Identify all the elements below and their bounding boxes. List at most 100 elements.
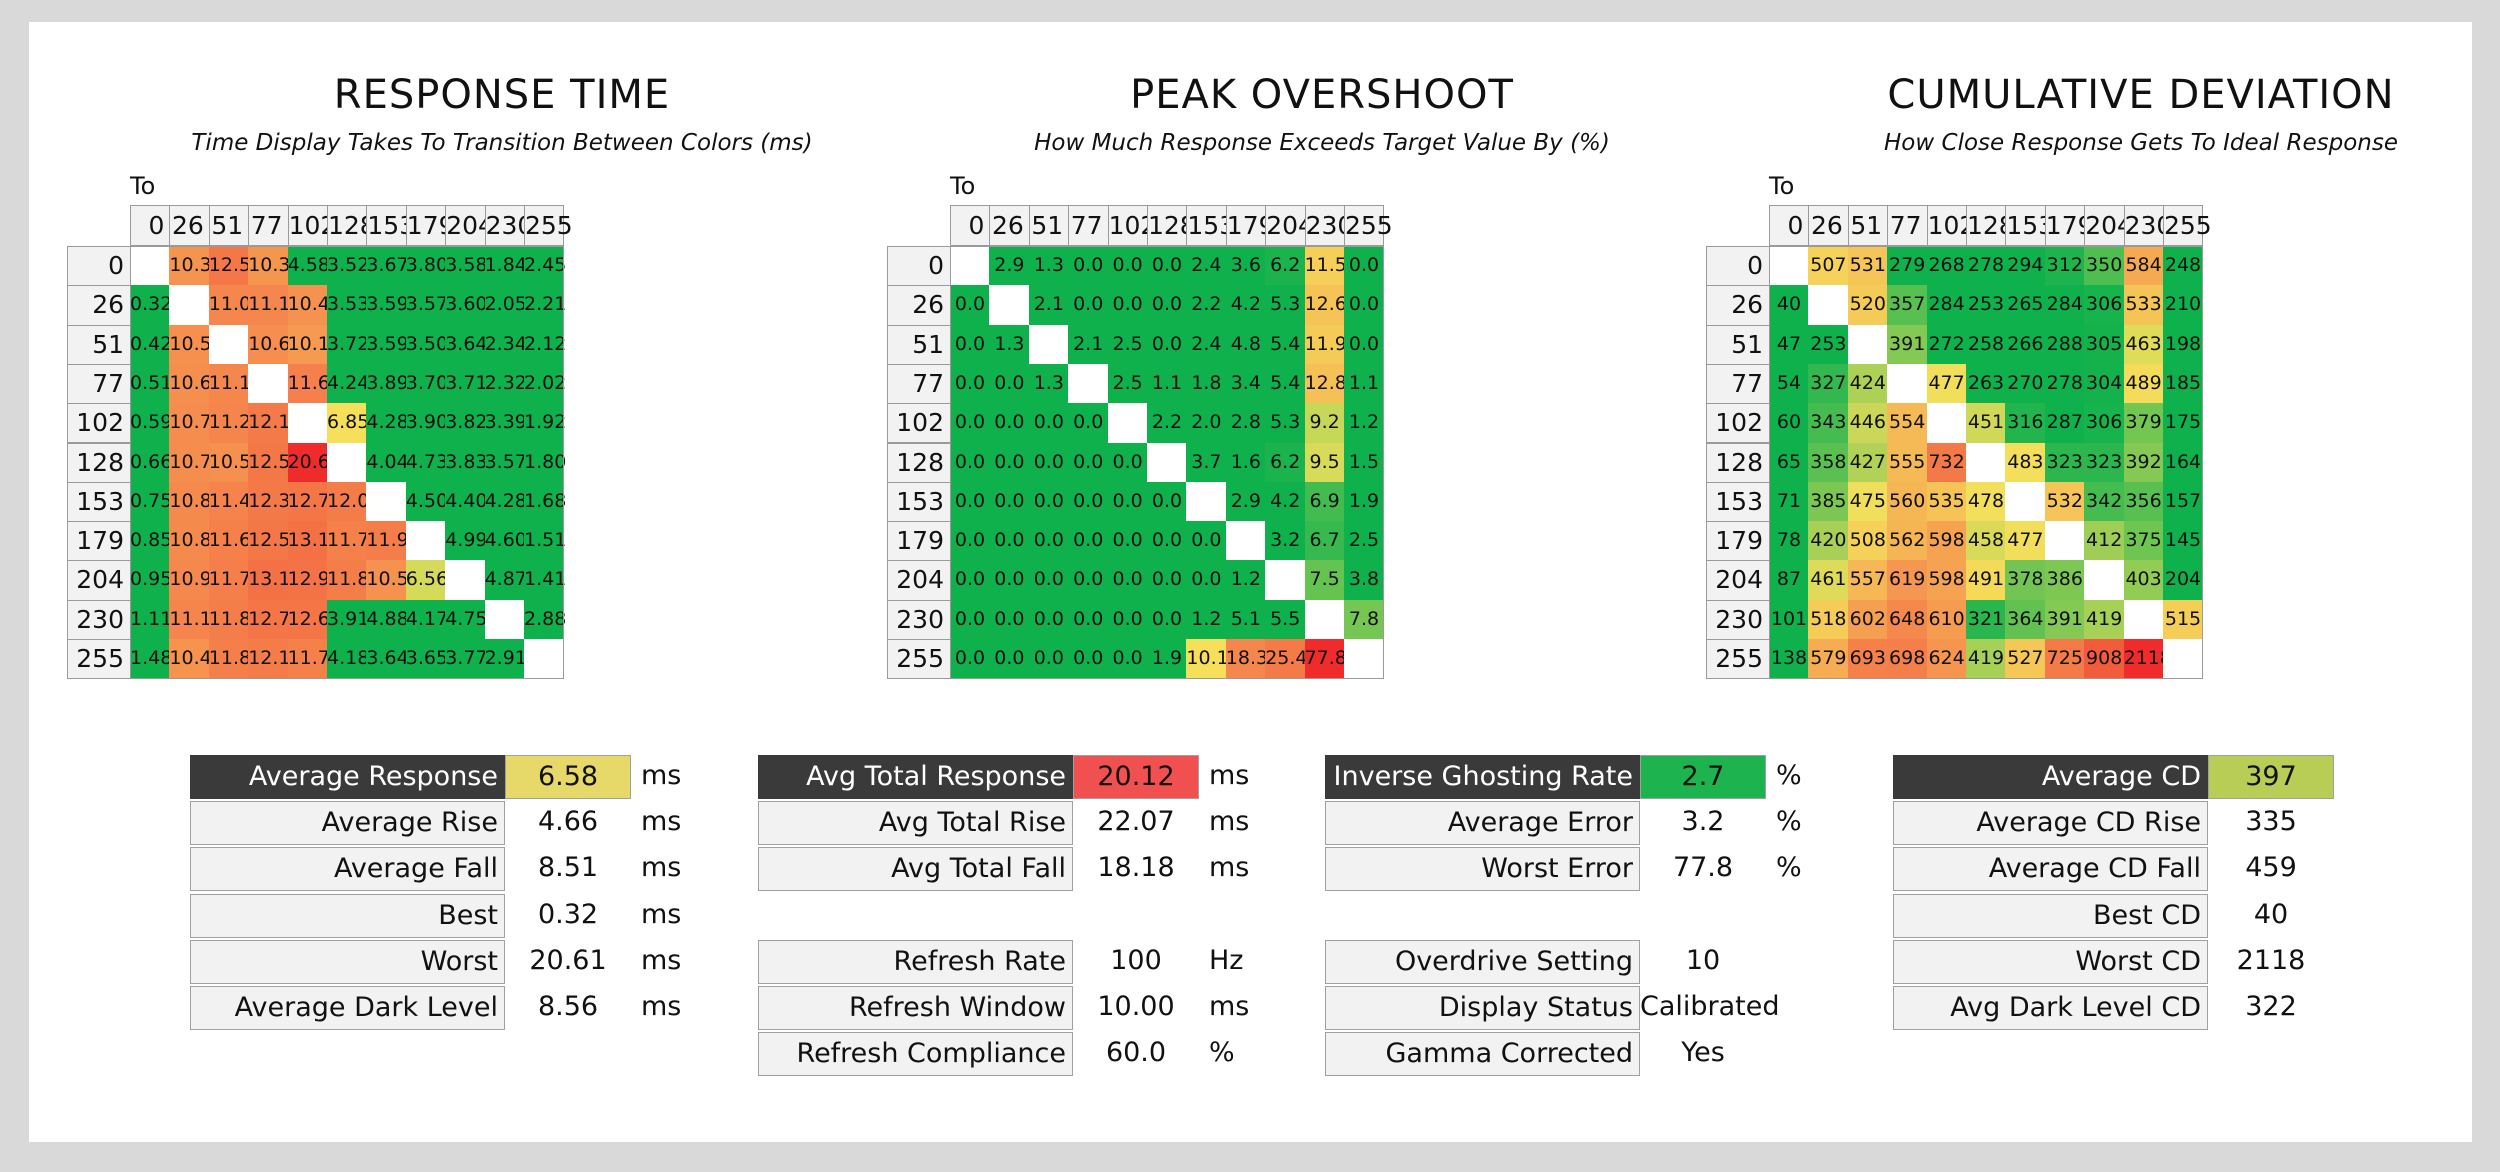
column-header: 77 [1887, 205, 1928, 246]
heatmap-cell: 11.73 [287, 639, 342, 679]
heatmap-cell: 624 [1926, 639, 1967, 679]
heatmap-cell: 0.0 [1028, 560, 1069, 601]
heatmap-cell: 1.6 [1225, 442, 1266, 483]
column-header: 128 [327, 205, 376, 246]
column-header: 128 [1147, 205, 1196, 246]
row-header: 51 [1706, 324, 1770, 365]
heatmap-cell: 265 [2005, 285, 2046, 326]
heatmap-cell [484, 599, 525, 640]
heatmap-cell: 560 [1887, 481, 1928, 522]
heatmap-cell [1107, 403, 1148, 444]
axis-label-to: To [130, 172, 156, 200]
column-header: 230 [1304, 205, 1353, 246]
column-header: 51 [1028, 205, 1070, 246]
heatmap-cell: 0.0 [989, 599, 1030, 640]
heatmap-cell [524, 639, 564, 679]
heatmap-cell: 0.0 [950, 324, 990, 365]
heatmap-cell: 3.59 [366, 324, 409, 365]
heatmap-cell: 210 [2163, 285, 2203, 326]
heatmap-cell: 0.0 [1147, 246, 1187, 286]
stat-value: 8.56 [537, 991, 599, 1022]
heatmap-cell: 3.7 [1186, 442, 1227, 483]
heatmap-cell: 10.87 [169, 521, 224, 561]
heatmap-cell [366, 481, 407, 522]
heatmap-cell: 3.91 [327, 599, 369, 640]
heatmap-cell: 10.12 [287, 324, 342, 365]
heatmap-cell: 1.1 [1344, 363, 1384, 404]
heatmap-cell: 304 [2084, 363, 2125, 404]
heatmap-cell: 379 [2123, 403, 2164, 444]
heatmap-cell: 1.48 [130, 639, 172, 679]
stat-label: Avg Dark Level CD [1893, 986, 2208, 1030]
stat-label: Avg Total Response [758, 755, 1073, 799]
heatmap-cell: 0.0 [950, 639, 990, 679]
row-header: 51 [887, 324, 951, 365]
heatmap-cell: 11.24 [208, 403, 263, 444]
heatmap-cell: 1.41 [524, 560, 566, 601]
column-header: 102 [1926, 205, 1975, 246]
heatmap-cell: 598 [1926, 521, 1967, 561]
heatmap-cell: 598 [1926, 560, 1967, 601]
stat-unit: % [1209, 1037, 1235, 1069]
heatmap-cell [989, 285, 1030, 326]
heatmap-cell: 9.5 [1304, 442, 1345, 483]
column-header: 179 [405, 205, 455, 246]
heatmap-cell: 0.0 [1028, 403, 1069, 444]
heatmap-cell: 2118 [2123, 639, 2172, 679]
column-header: 0 [130, 205, 171, 246]
row-header: 255 [67, 639, 131, 680]
row-header: 26 [887, 285, 951, 326]
heatmap-cell: 391 [1887, 324, 1928, 365]
heatmap-cell: 4.24 [327, 363, 369, 404]
heatmap-cell: 284 [2044, 285, 2085, 326]
stat-label: Worst CD [1893, 939, 2208, 984]
heatmap-cell: 0.0 [1068, 481, 1109, 522]
heatmap-cell: 535 [1926, 481, 1967, 522]
heatmap-cell: 0.0 [1107, 442, 1148, 483]
panel-subtitle: How Close Response Gets To Ideal Respons… [1884, 130, 2398, 156]
row-header: 0 [1706, 246, 1770, 287]
heatmap-cell: 3.80 [405, 246, 448, 286]
heatmap-cell: 0.59 [130, 403, 172, 444]
heatmap-cell: 284 [1926, 285, 1967, 326]
heatmap-cell: 78 [1769, 521, 1809, 561]
heatmap-cell: 0.51 [130, 363, 172, 404]
heatmap-cell: 461 [1808, 560, 1849, 601]
heatmap-cell: 11.14 [208, 363, 263, 404]
heatmap-cell: 0.0 [1107, 560, 1148, 601]
heatmap-cell: 0.0 [989, 403, 1030, 444]
heatmap-cell: 6.2 [1265, 246, 1306, 286]
heatmap-cell: 294 [2005, 246, 2046, 286]
stat-row-response: Average Response 6.58 ms [190, 755, 710, 799]
stat-unit: % [1776, 806, 1802, 838]
heatmap-cell: 11.97 [366, 521, 421, 561]
heatmap-cell: 6.9 [1304, 481, 1345, 522]
heatmap-cell: 3.57 [405, 285, 448, 326]
row-header: 102 [1706, 403, 1770, 444]
stat-value: 40 [2253, 898, 2289, 930]
heatmap-cell: 358 [1808, 442, 1849, 483]
heatmap-cell: 2.88 [524, 599, 566, 640]
heatmap-cell: 12.8 [1304, 363, 1347, 404]
row-header: 0 [67, 246, 131, 287]
heatmap-cell: 18.3 [1225, 639, 1268, 679]
heatmap-cell: 557 [1847, 560, 1888, 601]
heatmap-cell: 4.87 [484, 560, 527, 601]
heatmap-cell: 0.0 [1068, 403, 1109, 444]
heatmap-cell: 20.61 [287, 442, 342, 483]
heatmap-cell: 392 [2123, 442, 2164, 483]
stat-row-cd: Worst CD 2118 [1893, 939, 2413, 984]
heatmap-cell: 253 [1966, 285, 2006, 326]
heatmap-cell: 3.64 [445, 324, 488, 365]
heatmap-cell: 446 [1847, 403, 1888, 444]
heatmap-cell: 10.71 [169, 442, 224, 483]
heatmap-cell: 47 [1769, 324, 1809, 365]
heatmap-cell: 4.8 [1225, 324, 1266, 365]
column-header: 26 [169, 205, 210, 246]
heatmap-cell: 4.75 [445, 599, 488, 640]
heatmap-cell: 555 [1887, 442, 1928, 483]
heatmap-cell: 10.70 [169, 403, 224, 444]
heatmap-cell: 10.58 [208, 442, 263, 483]
heatmap-cell: 507 [1808, 246, 1849, 286]
stat-label: Average Dark Level [190, 986, 505, 1030]
